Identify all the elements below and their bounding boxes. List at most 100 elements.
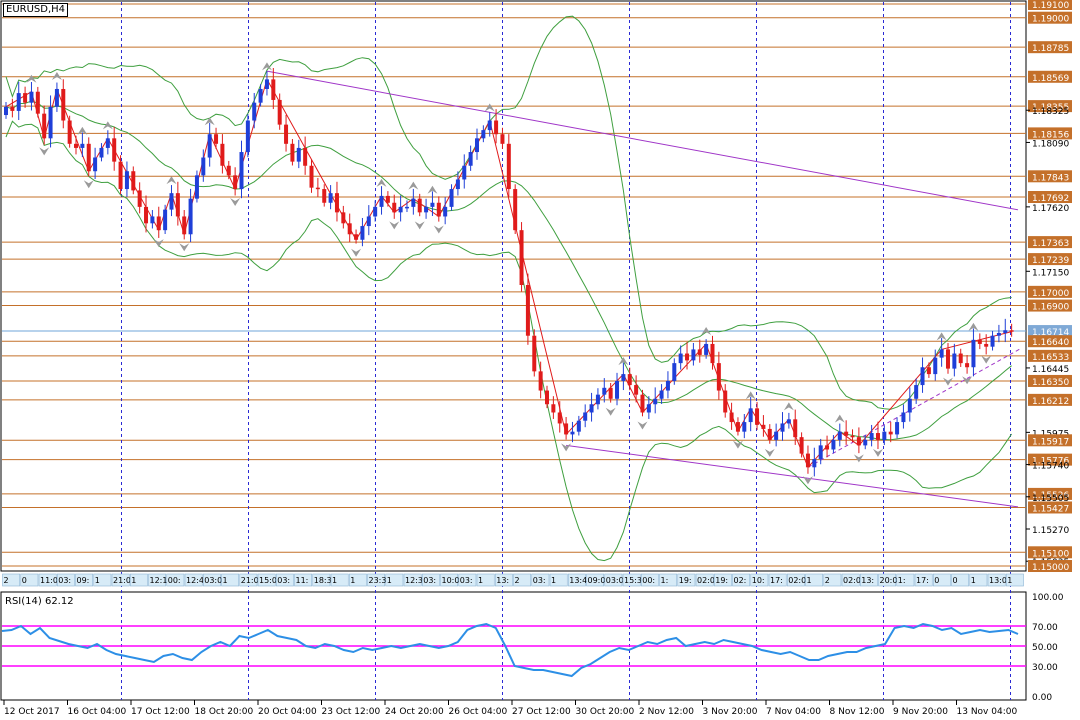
candle-body	[831, 439, 836, 450]
price-tick-label: 1.19000	[1032, 15, 1069, 25]
time-tag-label: 21:00	[241, 576, 264, 585]
time-tag-box	[294, 573, 313, 587]
candle-body	[105, 138, 110, 148]
fractal-down-arrow	[389, 221, 400, 230]
candle-body	[735, 422, 740, 432]
time-tag-box	[732, 573, 751, 587]
fractal-down-arrow	[605, 407, 616, 416]
time-tag-box	[312, 573, 331, 587]
candle-body	[150, 216, 155, 224]
candle-body	[818, 445, 823, 460]
candle-body	[920, 367, 925, 386]
time-tag-label: 0	[22, 576, 27, 585]
fractal-up-arrow	[427, 185, 438, 194]
candle-body	[704, 343, 709, 355]
candle-body	[29, 91, 34, 103]
time-tag-label: 1	[971, 576, 976, 585]
fractal-down-arrow	[872, 448, 883, 457]
time-tag-label: 12:35	[405, 576, 428, 585]
price-label-bg	[1028, 349, 1072, 362]
candle-body	[615, 380, 620, 399]
time-tag-box	[1005, 573, 1024, 587]
candle-body	[194, 175, 199, 199]
price-tick-label: 1.15505	[1032, 494, 1069, 504]
time-tag-box	[896, 573, 915, 587]
time-tag-label: 1	[387, 576, 392, 585]
candle-body	[468, 152, 473, 166]
price-label-bg	[1028, 70, 1072, 83]
time-tag-box	[330, 573, 349, 587]
time-tag-box	[786, 573, 805, 587]
rsi-label: RSI(14) 62.12	[3, 596, 76, 608]
candle-body	[385, 195, 390, 203]
time-tag-label: 09:	[77, 576, 90, 585]
price-tick-label: 1.18785	[1032, 44, 1069, 54]
candle-body	[748, 408, 753, 423]
fractal-up-arrow	[745, 391, 756, 400]
candle-body	[799, 437, 804, 454]
rsi-tick-label: 100.00	[1032, 593, 1064, 603]
candle-body	[23, 93, 28, 103]
price-label-bg	[1028, 253, 1072, 266]
time-tag-box	[695, 573, 714, 587]
candles	[4, 68, 1014, 477]
fractal-up-arrow	[783, 402, 794, 411]
time-tag-label: 1:	[898, 576, 906, 585]
fractal-down-arrow	[942, 377, 953, 386]
time-tag-box	[622, 573, 641, 587]
price-label-bg	[1028, 0, 1072, 10]
fractal-down-arrow	[637, 421, 648, 430]
candle-body	[112, 138, 117, 162]
time-tick-label: 16 Oct 04:00	[68, 707, 127, 717]
candle-body	[373, 206, 378, 217]
candle-body	[805, 453, 810, 468]
time-tick-label: 26 Oct 04:00	[449, 707, 508, 717]
candle-body	[74, 143, 79, 148]
candle-body	[443, 206, 448, 217]
fractal-up-arrow	[51, 71, 62, 80]
time-tick-label: 13 Nov 04:00	[957, 707, 1018, 717]
time-tag-label: 1	[332, 576, 337, 585]
candle-body	[634, 385, 639, 395]
candle-body	[716, 363, 721, 391]
price-label-bg	[1028, 236, 1072, 249]
candle-body	[131, 171, 136, 191]
price-label-bg	[1028, 190, 1072, 203]
horizontal-level-lines	[2, 3, 1026, 567]
time-tag-box	[841, 573, 860, 587]
time-tag-box	[221, 573, 240, 587]
candle-body	[882, 431, 887, 440]
candle-body	[786, 419, 791, 424]
time-tag-label: 1	[223, 576, 228, 585]
time-tick-label: 8 Nov 12:00	[830, 707, 885, 717]
price-tick-label: 1.15100	[1032, 549, 1069, 559]
candle-body	[589, 404, 594, 413]
symbol-label: EURUSD,H4	[3, 3, 69, 17]
price-tick-label: 1.18569	[1032, 74, 1069, 84]
time-tag-label: 13:45	[569, 576, 592, 585]
price-tick-label: 1.15917	[1032, 437, 1069, 447]
candle-body	[990, 335, 995, 347]
price-label-bg	[1028, 393, 1072, 406]
candle-body	[774, 431, 779, 440]
time-tag-label: 00:	[168, 576, 181, 585]
time-tag-box	[713, 573, 732, 587]
fractal-up-arrow	[102, 121, 113, 130]
time-tag-box	[768, 573, 787, 587]
time-tag-box	[129, 573, 148, 587]
time-tag-box	[367, 573, 386, 587]
candle-body	[303, 147, 308, 166]
time-tick-label: 3 Nov 20:00	[703, 707, 758, 717]
time-tag-box	[257, 573, 276, 587]
candle-body	[602, 387, 607, 395]
resistance-trendline	[266, 70, 1019, 211]
price-tick-label: 1.17000	[1032, 289, 1069, 299]
candle-body	[347, 223, 352, 235]
candle-body	[417, 198, 422, 213]
fractal-down-arrow	[433, 225, 444, 234]
candle-body	[729, 412, 734, 423]
time-tick-label: 12 Oct 2017	[4, 707, 60, 717]
candle-body	[449, 189, 454, 207]
candle-body	[214, 134, 219, 144]
